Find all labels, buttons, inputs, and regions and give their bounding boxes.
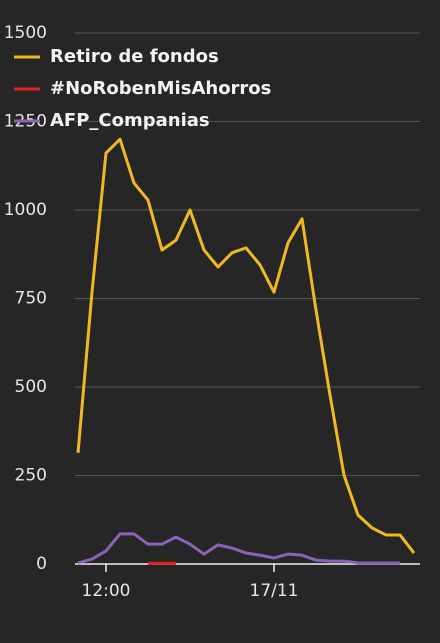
y-tick-label: 1500 <box>4 23 47 43</box>
legend-label: Retiro de fondos <box>50 46 219 67</box>
series-line <box>76 137 416 554</box>
legend-label: #NoRobenMisAhorros <box>50 78 271 99</box>
y-tick-label: 250 <box>15 466 47 486</box>
x-tick-label: 17/11 <box>250 581 299 601</box>
y-tick-label: 750 <box>15 289 47 309</box>
series-line <box>77 532 400 565</box>
legend-label: AFP_Companias <box>50 110 210 131</box>
x-tick-label: 12:00 <box>82 581 131 601</box>
y-tick-label: 500 <box>15 377 47 397</box>
y-tick-label: 1000 <box>4 200 47 220</box>
y-tick-label: 0 <box>36 554 47 574</box>
